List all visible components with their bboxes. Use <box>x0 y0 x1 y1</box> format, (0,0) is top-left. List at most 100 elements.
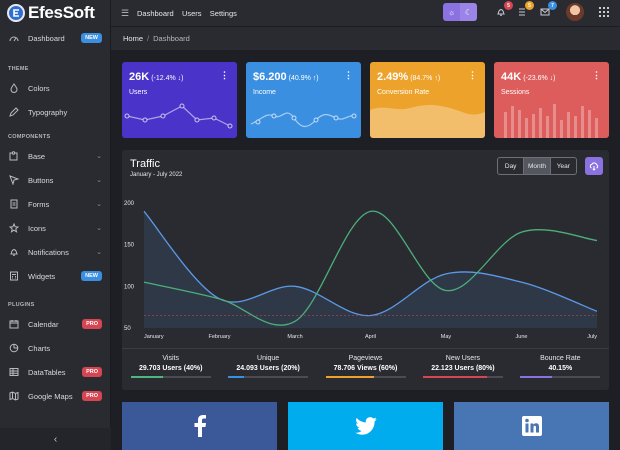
menu-toggle-icon[interactable]: ☰ <box>121 7 130 18</box>
sidebar-item-label: Notifications <box>28 247 69 257</box>
section-title-components: COMPONENTS <box>8 134 51 140</box>
breadcrumb-home[interactable]: Home <box>123 34 144 43</box>
facebook-icon <box>194 415 206 437</box>
section-title-plugins: PLUGINS <box>8 302 35 308</box>
stat-delta: (84.7% ↑) <box>410 75 441 82</box>
facebook-card[interactable] <box>122 402 277 450</box>
calendar-icon <box>8 319 19 330</box>
stat-label: Sessions <box>501 89 530 96</box>
traffic-chart: 50 100 150 200 January February March April May J… <box>124 201 598 340</box>
task-list-icon[interactable]: 5 <box>516 1 534 18</box>
sidebar-item-label: Buttons <box>28 175 54 185</box>
sidebar-item-label: Typography <box>28 107 68 117</box>
chevron-down-icon: ⌄ <box>96 225 102 232</box>
stat-card-sessions: 44K (-23.6% ↓) Sessions ⋮ <box>494 62 609 138</box>
stat-label: Conversion Rate <box>377 89 430 96</box>
progress-bar <box>520 376 601 378</box>
stat-card-conversion-rate: 2.49% (84.7% ↑) Conversion Rate ⋮ <box>370 62 485 138</box>
pencil-icon <box>8 107 19 118</box>
stat-label: Users <box>129 89 148 96</box>
sidebar-item-label: Google Maps <box>28 391 73 401</box>
conversion-sparkline <box>370 105 485 138</box>
sidebar-item-label: Forms <box>28 199 50 209</box>
brand[interactable]: EfesSoft <box>0 0 110 26</box>
kebab-menu-icon[interactable]: ⋮ <box>344 70 353 80</box>
range-year-button[interactable]: Year <box>549 158 576 174</box>
sidebar-item-forms[interactable]: Forms ⌄ <box>0 192 110 216</box>
stat-title: New Users <box>445 355 481 362</box>
range-month-button[interactable]: Month <box>523 158 550 174</box>
topnav-link-users[interactable]: Users <box>181 8 202 18</box>
notes-icon <box>8 199 19 210</box>
cursor-icon <box>8 175 19 186</box>
sidebar-item-google-maps[interactable]: Google Maps PRO <box>0 384 110 408</box>
kebab-menu-icon[interactable]: ⋮ <box>468 70 477 80</box>
topnav-link-settings[interactable]: Settings <box>209 8 237 18</box>
x-tick-label: May <box>441 334 452 340</box>
theme-toggle[interactable]: ☼ ☾ <box>443 3 477 21</box>
stat-title: Unique <box>257 355 280 362</box>
traffic-footer-stats: Visits 29.703 Users (40%) Unique 24.093 … <box>122 348 609 390</box>
bell-icon <box>8 247 19 258</box>
topnav-link-dashboard[interactable]: Dashboard <box>137 8 174 18</box>
kebab-menu-icon[interactable]: ⋮ <box>220 70 229 80</box>
breadcrumb-separator: / <box>147 34 150 43</box>
sidebar-item-icons[interactable]: Icons ⌄ <box>0 216 110 240</box>
avatar[interactable] <box>566 3 584 21</box>
income-sparkline <box>250 112 357 128</box>
pro-badge: PRO <box>82 319 102 329</box>
sidebar-item-charts[interactable]: Charts <box>0 336 110 360</box>
sun-icon[interactable]: ☼ <box>443 3 460 21</box>
traffic-title: Traffic <box>130 158 160 170</box>
breadcrumb: Home / Dashboard <box>111 26 620 50</box>
linkedin-card[interactable] <box>454 402 609 450</box>
sidebar-item-label: Dashboard <box>28 33 65 43</box>
notification-count-badge: 5 <box>504 1 513 10</box>
y-tick-label: 100 <box>124 284 135 290</box>
apps-grid-icon[interactable] <box>599 7 609 17</box>
sidebar-item-datatables[interactable]: DataTables PRO <box>0 360 110 384</box>
y-tick-label: 50 <box>124 326 131 332</box>
stat-title: Bounce Rate <box>540 355 581 362</box>
stat-delta: (-23.6% ↓) <box>523 75 556 82</box>
progress-bar <box>228 376 309 378</box>
x-tick-label: February <box>208 334 230 340</box>
sidebar-item-colors[interactable]: Colors <box>0 76 110 100</box>
progress-bar <box>422 376 503 378</box>
sidebar-item-dashboard[interactable]: Dashboard NEW <box>0 26 110 50</box>
sidebar-item-notifications[interactable]: Notifications ⌄ <box>0 240 110 264</box>
y-tick-label: 150 <box>124 243 135 249</box>
stat-title: Visits <box>162 355 179 362</box>
twitter-card[interactable] <box>288 402 443 450</box>
sidebar-item-base[interactable]: Base ⌄ <box>0 144 110 168</box>
map-icon <box>8 391 19 402</box>
sidebar-item-label: DataTables <box>28 367 66 377</box>
sidebar-item-calendar[interactable]: Calendar PRO <box>0 312 110 336</box>
twitter-icon <box>354 417 377 435</box>
sidebar-collapse-button[interactable]: ‹ <box>0 428 111 450</box>
x-tick-label: July <box>587 334 597 340</box>
stat-pageviews: Pageviews 78.706 Views (60%) <box>317 349 414 390</box>
progress-bar <box>130 376 211 378</box>
bell-icon[interactable]: 5 <box>495 1 513 18</box>
series-line-1 <box>143 210 598 326</box>
stat-card-income: $6.200 (40.9% ↑) Income ⋮ <box>246 62 361 138</box>
stat-delta: (40.9% ↑) <box>288 75 319 82</box>
range-day-button[interactable]: Day <box>504 162 517 170</box>
brand-logo-icon <box>7 4 25 22</box>
sidebar-item-widgets[interactable]: Widgets NEW <box>0 264 110 288</box>
stat-value: 29.703 Users (40%) <box>138 365 203 372</box>
traffic-subtitle: January - July 2022 <box>130 172 183 178</box>
pro-badge: PRO <box>82 367 102 377</box>
x-tick-label: January <box>144 334 164 340</box>
sidebar-item-typography[interactable]: Typography <box>0 100 110 124</box>
download-button[interactable] <box>585 157 603 175</box>
sidebar-item-label: Colors <box>28 83 50 93</box>
stat-visits: Visits 29.703 Users (40%) <box>122 349 219 390</box>
kebab-menu-icon[interactable]: ⋮ <box>592 70 601 80</box>
envelope-icon[interactable]: 7 <box>539 1 557 18</box>
messages-count-badge: 7 <box>548 1 557 10</box>
moon-icon[interactable]: ☾ <box>460 3 477 21</box>
sidebar-item-buttons[interactable]: Buttons ⌄ <box>0 168 110 192</box>
chevron-down-icon: ⌄ <box>96 153 102 160</box>
